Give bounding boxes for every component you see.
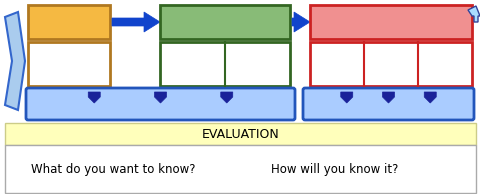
Text: How will you know it?: How will you know it? bbox=[270, 163, 397, 176]
FancyBboxPatch shape bbox=[28, 42, 110, 86]
FancyBboxPatch shape bbox=[26, 88, 294, 120]
FancyBboxPatch shape bbox=[5, 123, 475, 145]
Text: What do you want to know?: What do you want to know? bbox=[31, 163, 195, 176]
Polygon shape bbox=[112, 12, 160, 32]
FancyBboxPatch shape bbox=[309, 5, 471, 39]
Polygon shape bbox=[382, 92, 394, 103]
FancyBboxPatch shape bbox=[302, 88, 473, 120]
Polygon shape bbox=[220, 92, 232, 103]
Polygon shape bbox=[5, 12, 25, 110]
Polygon shape bbox=[340, 92, 352, 103]
FancyBboxPatch shape bbox=[5, 145, 475, 193]
Polygon shape bbox=[291, 12, 309, 32]
Polygon shape bbox=[154, 92, 166, 103]
FancyBboxPatch shape bbox=[309, 42, 471, 86]
Polygon shape bbox=[423, 92, 435, 103]
FancyBboxPatch shape bbox=[160, 5, 289, 39]
Polygon shape bbox=[467, 6, 479, 22]
Text: EVALUATION: EVALUATION bbox=[201, 127, 279, 140]
Polygon shape bbox=[88, 92, 100, 103]
FancyBboxPatch shape bbox=[160, 42, 289, 86]
FancyBboxPatch shape bbox=[28, 5, 110, 39]
